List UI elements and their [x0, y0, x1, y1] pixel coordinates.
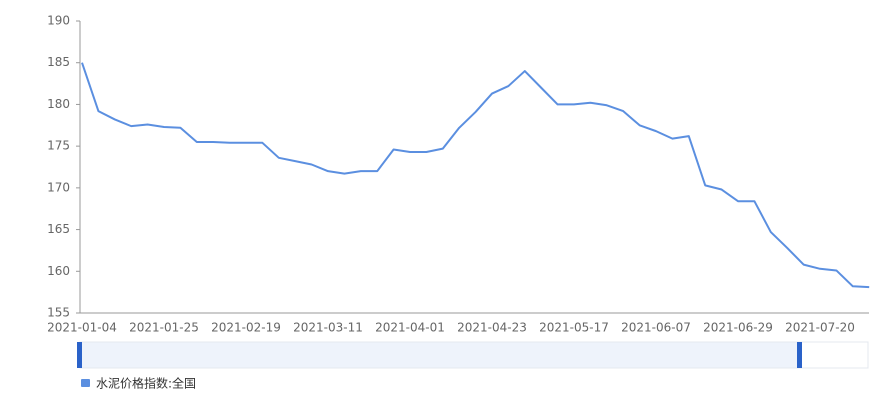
line-series [81, 62, 870, 289]
x-tick-label: 2021-06-07 [621, 321, 691, 335]
y-tick-label: 160 [47, 264, 70, 278]
y-tick-label: 165 [47, 222, 70, 236]
x-tick-label: 2021-06-29 [703, 321, 773, 335]
y-tick-label: 170 [47, 180, 70, 194]
zoom-handle-right[interactable] [797, 342, 802, 368]
zoom-handle-left[interactable] [77, 342, 82, 368]
x-tick-label: 2021-04-01 [375, 321, 445, 335]
x-tick-label: 2021-04-23 [457, 321, 527, 335]
y-tick-label: 185 [47, 55, 70, 69]
x-tick-label: 2021-07-20 [785, 321, 855, 335]
legend-label[interactable]: 水泥价格指数:全国 [96, 376, 196, 391]
x-tick-label: 2021-03-11 [293, 321, 363, 335]
y-tick-label: 180 [47, 97, 70, 111]
y-tick-label: 175 [47, 139, 70, 153]
zoom-slider-window[interactable] [80, 342, 800, 368]
legend-symbol[interactable] [81, 379, 90, 387]
y-tick-label: 190 [47, 14, 70, 28]
x-tick-label: 2021-01-25 [129, 321, 199, 335]
x-tick-label: 2021-01-04 [47, 321, 117, 335]
x-tick-label: 2021-05-17 [539, 321, 609, 335]
y-tick-label: 155 [47, 306, 70, 320]
x-tick-label: 2021-02-19 [211, 321, 281, 335]
